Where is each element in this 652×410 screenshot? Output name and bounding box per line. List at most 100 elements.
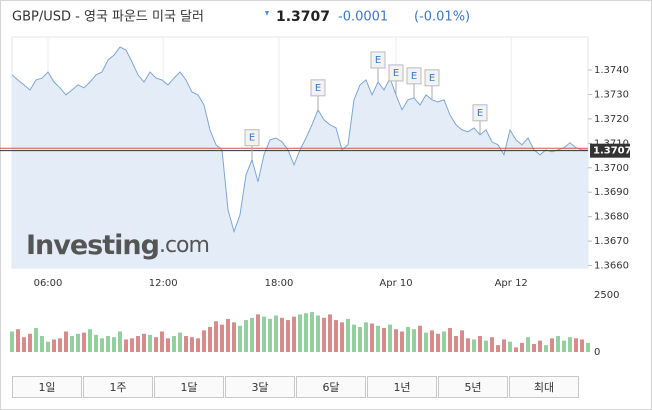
event-box xyxy=(406,67,422,85)
volume-bar xyxy=(106,336,110,352)
volume-bar xyxy=(370,323,374,352)
volume-bar xyxy=(28,333,32,352)
volume-bar xyxy=(556,336,560,352)
x-tick-label: 06:00 xyxy=(34,278,63,289)
volume-bar xyxy=(40,336,44,352)
volume-bar xyxy=(388,324,392,352)
volume-bar xyxy=(274,315,278,352)
volume-bar xyxy=(328,314,332,352)
event-label: E xyxy=(411,71,417,82)
volume-bar xyxy=(214,321,218,352)
volume-bar xyxy=(94,334,98,352)
volume-bar xyxy=(574,338,578,352)
volume-bar xyxy=(430,330,434,352)
title: GBP/USD - 영국 파운드 미국 달러 xyxy=(12,10,204,25)
event-box xyxy=(424,69,440,87)
event-box xyxy=(370,51,386,69)
y-tick-label: 1.3670 xyxy=(594,236,629,247)
volume-bar xyxy=(568,337,572,352)
volume-bar xyxy=(190,337,194,352)
event-label: E xyxy=(477,108,483,119)
range-tab[interactable]: 최대 xyxy=(509,376,579,398)
volume-bar xyxy=(502,339,506,352)
event-label: E xyxy=(375,55,381,66)
y-tick-label: 1.3720 xyxy=(594,114,629,125)
volume-bar xyxy=(484,340,488,352)
volume-bar xyxy=(508,341,512,352)
volume-bar xyxy=(490,337,494,352)
volume-bar xyxy=(322,317,326,352)
volume-bar xyxy=(76,333,80,352)
range-tab[interactable]: 1달 xyxy=(154,376,224,398)
volume-bar xyxy=(340,322,344,352)
volume-bar xyxy=(238,325,242,352)
range-tab[interactable]: 6달 xyxy=(296,376,366,398)
volume-bar xyxy=(160,331,164,352)
event-box xyxy=(310,79,326,97)
volume-bar xyxy=(436,333,440,352)
volume-bar xyxy=(226,318,230,352)
watermark: Investing.com xyxy=(26,230,209,261)
volume-bar xyxy=(538,340,542,352)
volume-bar xyxy=(100,338,104,352)
range-tab[interactable]: 1주 xyxy=(83,376,153,398)
y-tick-label: 1.3700 xyxy=(594,163,629,174)
volume-bar xyxy=(400,331,404,352)
volume-bar xyxy=(520,342,524,352)
volume-bar xyxy=(316,315,320,352)
change-pct: (-0.01%) xyxy=(414,10,470,25)
event-label: E xyxy=(429,73,435,84)
y-tick-label: 1.3680 xyxy=(594,212,629,223)
volume-tick-label: 0 xyxy=(594,347,600,358)
last-price-label: 1.3707 xyxy=(593,146,632,157)
volume-bar xyxy=(250,317,254,352)
range-tab[interactable]: 5년 xyxy=(438,376,508,398)
volume-bar xyxy=(232,322,236,352)
volume-bar xyxy=(184,336,188,352)
y-tick-label: 1.3660 xyxy=(594,261,629,272)
volume-bar xyxy=(346,318,350,352)
volume-bar xyxy=(46,341,50,352)
volume-bar xyxy=(256,314,260,352)
event-box xyxy=(244,129,260,147)
volume-bar xyxy=(58,338,62,352)
volume-bar xyxy=(220,324,224,352)
volume-bar xyxy=(10,331,14,352)
volume-bar xyxy=(22,337,26,352)
event-label: E xyxy=(315,83,321,94)
volume-bar xyxy=(466,338,470,352)
volume-bar xyxy=(418,325,422,352)
volume-bar xyxy=(154,337,158,352)
volume-bar xyxy=(112,337,116,352)
volume-bar xyxy=(34,328,38,352)
volume-bar xyxy=(304,313,308,352)
volume-bar xyxy=(424,332,428,352)
price-line xyxy=(11,46,588,234)
volume-bar xyxy=(580,339,584,352)
y-tick-label: 1.3690 xyxy=(594,187,629,198)
volume-bar xyxy=(70,336,74,352)
volume-bar xyxy=(178,332,182,352)
volume-bar xyxy=(454,336,458,352)
range-tab[interactable]: 1일 xyxy=(12,376,82,398)
volume-bar xyxy=(298,314,302,352)
volume-bar xyxy=(376,325,380,352)
volume-tick-label: 2500 xyxy=(594,290,619,301)
volume-bar xyxy=(208,326,212,352)
x-tick-label: 18:00 xyxy=(265,278,294,289)
volume-bar xyxy=(412,329,416,352)
volume-bar xyxy=(286,320,290,352)
volume-bar xyxy=(472,339,476,352)
event-box xyxy=(388,64,404,82)
range-tab[interactable]: 3달 xyxy=(225,376,295,398)
range-tab[interactable]: 1년 xyxy=(367,376,437,398)
watermark-brand: Investing xyxy=(26,230,159,261)
volume-bar xyxy=(382,328,386,352)
volume-bar xyxy=(364,322,368,352)
volume-bar xyxy=(352,324,356,352)
volume-bar xyxy=(526,337,530,352)
arrow-icon xyxy=(265,11,269,16)
volume-bar xyxy=(394,329,398,352)
volume-bar xyxy=(166,338,170,352)
